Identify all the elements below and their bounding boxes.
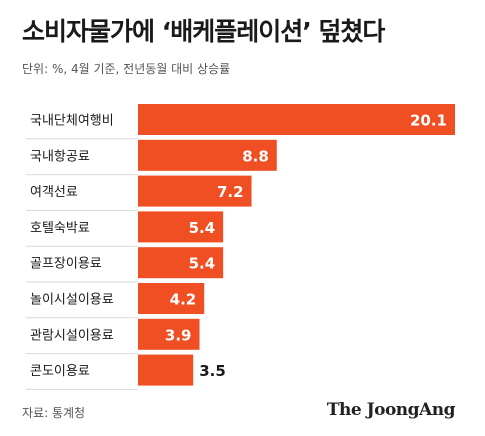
value-label: 20.1 [410, 112, 447, 130]
value-label: 3.9 [165, 326, 192, 344]
bar [138, 354, 194, 386]
value-label: 8.8 [242, 147, 269, 165]
category-label: 골프장이용료 [30, 257, 102, 272]
source-note: 자료: 통계청 [22, 406, 86, 420]
category-label: 놀이시설이용료 [30, 293, 114, 308]
value-label: 3.5 [199, 362, 226, 380]
bar-chart: 국내단체여행비 20.1 국내항공료 8.8 여객선료 7.2 호텔숙박료 5.4 골프장이용료… [26, 104, 455, 390]
brand-logo: The JoongAng [326, 400, 456, 420]
bar [138, 247, 224, 279]
value-label: 7.2 [217, 183, 244, 201]
chart-subtitle: 단위: %, 4월 기준, 전년동월 대비 상승률 [22, 62, 231, 76]
bar [138, 104, 455, 135]
value-label: 5.4 [189, 255, 216, 273]
category-label: 국내단체여행비 [30, 113, 114, 129]
bar [138, 175, 252, 207]
chart-title: 소비자물가에 ‘배케플레이션’ 덮쳤다 [22, 17, 385, 46]
category-label: 관람시설이용료 [30, 328, 114, 343]
value-label: 5.4 [189, 219, 216, 237]
bar [138, 283, 205, 314]
category-label: 콘도이용료 [30, 364, 90, 379]
category-label: 여객선료 [30, 185, 78, 200]
category-label: 호텔숙박료 [30, 221, 90, 236]
bar [138, 318, 200, 350]
bar [138, 211, 224, 243]
category-label: 국내항공료 [30, 149, 90, 164]
bar [138, 139, 277, 171]
value-label: 4.2 [170, 291, 197, 309]
